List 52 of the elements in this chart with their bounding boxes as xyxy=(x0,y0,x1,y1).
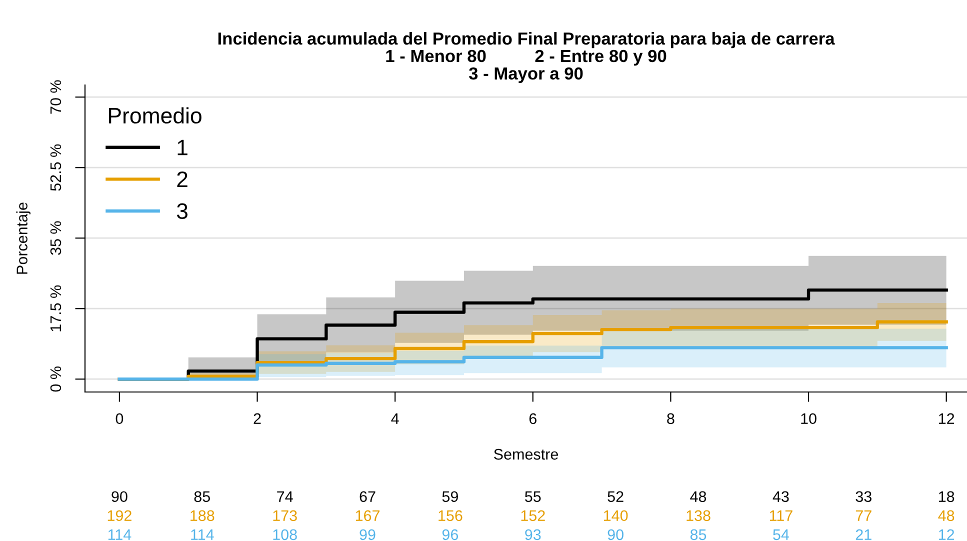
text: 90 xyxy=(608,529,624,540)
text: 33 xyxy=(856,491,872,502)
text: 140 xyxy=(604,510,628,522)
text: 59 xyxy=(442,491,458,502)
text: 12 xyxy=(938,529,954,540)
text: 114 xyxy=(191,529,214,540)
text: 173 xyxy=(273,510,297,522)
chart-title: Incidencia acumulada del Promedio Final Preparatoria para baja de carrera 1 - Menor 80 2 - Entre 80 y 90 3 - Mayor a 90 xyxy=(218,32,835,84)
text: 18 xyxy=(938,491,954,502)
legend-title: Promedio xyxy=(109,107,202,124)
text: 48 xyxy=(690,491,706,502)
text: 96 xyxy=(442,529,458,540)
text: 74 xyxy=(277,491,293,502)
text: 77 xyxy=(856,510,872,521)
x-tick-label: 8 xyxy=(667,413,674,424)
text: 93 xyxy=(525,529,541,540)
text: 48 xyxy=(938,510,954,522)
text: 192 xyxy=(108,510,132,522)
text: 54 xyxy=(773,529,790,540)
text: 90 xyxy=(112,491,128,502)
y-tick-label: 0 % xyxy=(50,366,62,392)
x-tick-label: 4 xyxy=(391,413,399,424)
text: 114 xyxy=(108,529,132,540)
text: 152 xyxy=(521,510,545,522)
y-tick-label: 35 % xyxy=(50,221,62,255)
legend-label: 3 xyxy=(176,203,188,220)
legend-label: 1 xyxy=(178,140,188,156)
text: 99 xyxy=(360,529,376,540)
text: 21 xyxy=(856,529,872,540)
text: 138 xyxy=(686,510,710,522)
x-tick-label: 0 xyxy=(116,413,124,424)
text: 55 xyxy=(525,491,541,502)
x-tick-label: 12 xyxy=(938,413,954,424)
text: 85 xyxy=(194,491,210,502)
text: 67 xyxy=(360,491,376,502)
text: 43 xyxy=(772,491,789,502)
y-axis-title: Porcentaje xyxy=(16,202,30,274)
x-tick-label: 2 xyxy=(254,413,261,424)
text: 117 xyxy=(770,510,792,521)
text: 188 xyxy=(190,510,214,522)
x-tick-label: 6 xyxy=(529,413,536,424)
text: 85 xyxy=(690,529,706,540)
x-tick-label: 10 xyxy=(801,413,816,424)
y-tick-label: 17.5 % xyxy=(50,285,62,332)
text: 52 xyxy=(608,491,624,502)
legend-label: 2 xyxy=(177,171,188,187)
text: 156 xyxy=(438,510,462,522)
text: 167 xyxy=(356,510,380,522)
text: 108 xyxy=(273,529,297,540)
x-axis-title: Semestre xyxy=(494,448,558,460)
y-tick-label: 70 % xyxy=(50,80,62,114)
y-tick-label: 52.5 % xyxy=(50,144,62,191)
